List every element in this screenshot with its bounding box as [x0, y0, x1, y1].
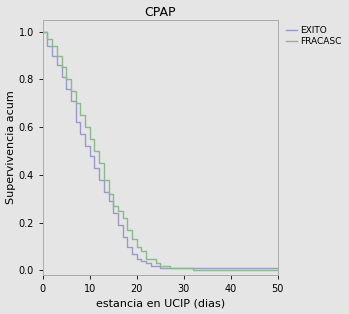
EXITO: [116, 211, 120, 215]
FRACASC: [139, 250, 143, 253]
Title: CPAP: CPAP: [144, 6, 176, 19]
EXITO: [125, 245, 129, 248]
EXITO: [120, 235, 125, 239]
EXITO: [40, 30, 45, 34]
FRACASC: [125, 228, 129, 232]
EXITO: [45, 30, 50, 34]
FRACASC: [191, 268, 195, 272]
FRACASC: [45, 30, 50, 34]
EXITO: [158, 266, 162, 270]
Line: EXITO: EXITO: [43, 32, 278, 268]
FRACASC: [276, 268, 280, 272]
EXITO: [139, 259, 143, 263]
FRACASC: [116, 204, 120, 208]
X-axis label: estancia en UCIP (dias): estancia en UCIP (dias): [96, 298, 225, 308]
Legend: EXITO, FRACASC: EXITO, FRACASC: [284, 24, 343, 48]
FRACASC: [40, 30, 45, 34]
Y-axis label: Supervivencia acum: Supervivencia acum: [6, 91, 16, 204]
FRACASC: [88, 137, 92, 141]
FRACASC: [120, 216, 125, 220]
EXITO: [276, 266, 280, 270]
EXITO: [88, 154, 92, 158]
Line: FRACASC: FRACASC: [43, 32, 278, 270]
